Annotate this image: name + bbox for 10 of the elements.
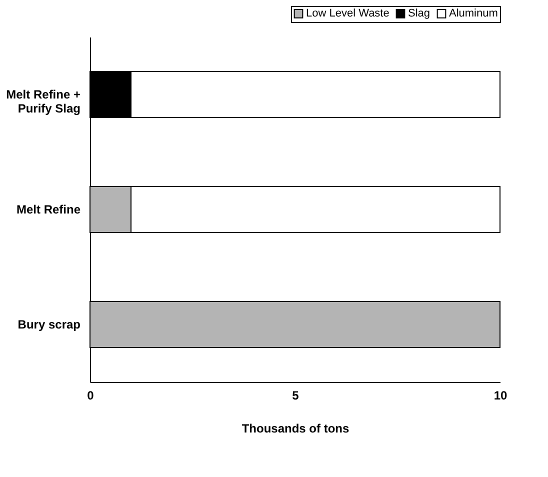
y-tick-label: Melt Refine + Purify Slag — [6, 88, 80, 116]
y-tick-label: Bury scrap — [18, 318, 80, 332]
x-axis-title: Thousands of tons — [242, 422, 350, 436]
legend-label: Low Level Waste — [306, 8, 390, 20]
x-tick-label: 5 — [292, 388, 300, 402]
x-tick-label: 0 — [87, 388, 94, 402]
legend-label: Slag — [408, 8, 430, 20]
x-tick-label: 10 — [494, 388, 508, 402]
legend-label: Aluminum — [449, 8, 498, 20]
y-tick-label: Melt Refine — [16, 202, 81, 216]
